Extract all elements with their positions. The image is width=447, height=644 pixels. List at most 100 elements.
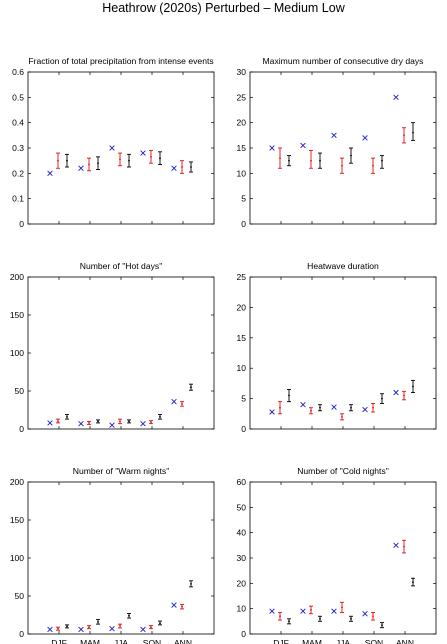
errorbar-point: [372, 164, 374, 167]
errorbar-point: [159, 415, 161, 418]
errorbar-point: [279, 615, 281, 618]
x-mark-stroke: [171, 165, 177, 171]
chart-panel: Heatwave duration 0 5 10 15 20 25: [237, 261, 437, 434]
errorbar-point: [159, 622, 161, 625]
y-tick-label: 30: [237, 67, 247, 77]
chart-panel: Maximum number of consecutive dry days 0 5…: [237, 56, 437, 229]
axes-box: [249, 481, 437, 635]
errorbar-point: [372, 615, 374, 618]
control-errorbar: [180, 401, 184, 407]
y-tick-label: 0.6: [12, 67, 24, 77]
errorbar-point: [279, 157, 281, 160]
control-errorbar: [149, 420, 153, 425]
perturbed-errorbar: [158, 414, 162, 420]
x-tick-label: MAM: [302, 638, 322, 644]
errorbar-point: [119, 624, 121, 627]
perturbed-errorbar: [158, 151, 162, 165]
x-mark-stroke: [331, 404, 337, 410]
observed-x-mark: [171, 165, 177, 171]
errorbar-point: [279, 406, 281, 409]
control-errorbar: [402, 390, 406, 401]
errorbar-point: [66, 415, 68, 418]
perturbed-errorbar: [127, 153, 131, 168]
errorbar-point: [319, 159, 321, 162]
errorbar-point: [190, 386, 192, 389]
errorbar-point: [159, 157, 161, 160]
errorbar-point: [57, 420, 59, 423]
control-errorbar: [87, 420, 91, 425]
observed-x-mark: [331, 608, 337, 614]
errorbar-point: [381, 159, 383, 162]
control-errorbar: [371, 612, 375, 621]
control-errorbar: [149, 625, 153, 630]
perturbed-errorbar: [411, 122, 415, 141]
control-errorbar: [118, 418, 122, 425]
x-mark-stroke: [393, 94, 399, 101]
perturbed-errorbar: [287, 155, 291, 167]
y-tick-label: 20: [237, 118, 247, 128]
perturbed-errorbar: [189, 161, 193, 173]
observed-x-mark: [171, 602, 177, 608]
chart-panel: Number of "Cold nights" 0 10 20 30 40 50 60 DJF M…: [237, 466, 437, 644]
perturbed-errorbar: [65, 414, 69, 420]
chart-panel: Number of "Warm nights" 0 50 100 150 200 DJF MA…: [10, 466, 215, 644]
y-tick-label: 20: [237, 302, 247, 312]
errorbar-point: [128, 420, 130, 423]
errorbar-point: [181, 166, 183, 168]
errorbar-point: [57, 627, 59, 630]
errorbar-point: [412, 581, 414, 583]
control-errorbar: [118, 623, 122, 629]
x-mark-stroke: [269, 608, 275, 614]
y-tick-label: 0: [19, 219, 24, 229]
y-tick-label: 60: [237, 477, 247, 487]
y-tick-label: 0.4: [12, 118, 24, 128]
errorbar-point: [381, 624, 383, 627]
x-mark-stroke: [393, 542, 399, 549]
panel-title: Number of "Cold nights": [297, 466, 389, 476]
x-tick-label: SON: [365, 638, 383, 644]
errorbar-point: [190, 582, 192, 585]
observed-x-mark: [300, 401, 306, 408]
chart-panel: Number of "Hot days" 0 50 100 150 200: [10, 261, 215, 434]
errorbar-point: [128, 159, 130, 162]
axes-box: [249, 276, 437, 430]
y-tick-label: 0: [241, 629, 246, 639]
observed-x-mark: [362, 406, 368, 413]
control-errorbar: [340, 157, 344, 174]
perturbed-errorbar: [65, 153, 69, 168]
perturbed-errorbar: [318, 404, 322, 412]
x-mark-stroke: [331, 608, 337, 614]
x-mark-stroke: [78, 626, 84, 633]
errorbar-point: [350, 406, 352, 409]
errorbar-point: [319, 406, 321, 409]
errorbar-point: [341, 606, 343, 609]
control-errorbar: [309, 605, 313, 615]
errorbar-point: [288, 620, 290, 623]
control-errorbar: [371, 403, 375, 413]
x-tick-label: MAM: [80, 638, 100, 644]
y-tick-label: 0: [241, 219, 246, 229]
y-tick-label: 50: [15, 591, 25, 601]
x-mark-stroke: [269, 145, 275, 151]
errorbar-point: [412, 131, 414, 134]
observed-x-mark: [171, 398, 177, 405]
errorbar-point: [66, 625, 68, 628]
perturbed-errorbar: [127, 419, 131, 424]
y-tick-label: 40: [237, 528, 247, 538]
y-tick-label: 10: [237, 604, 247, 614]
x-tick-label: SON: [143, 638, 161, 644]
y-tick-label: 50: [237, 502, 247, 512]
observed-x-mark: [47, 420, 53, 426]
y-tick-label: 200: [10, 477, 24, 487]
x-tick-label: DJF: [51, 638, 67, 644]
x-mark-stroke: [78, 165, 84, 171]
y-tick-label: 100: [10, 553, 24, 563]
y-tick-label: 0.2: [12, 168, 24, 178]
control-errorbar: [118, 152, 122, 167]
control-errorbar: [56, 152, 60, 169]
control-errorbar: [309, 407, 313, 415]
y-tick-label: 150: [10, 310, 24, 320]
perturbed-errorbar: [65, 624, 69, 629]
x-mark-stroke: [140, 420, 146, 427]
observed-x-mark: [78, 165, 84, 171]
